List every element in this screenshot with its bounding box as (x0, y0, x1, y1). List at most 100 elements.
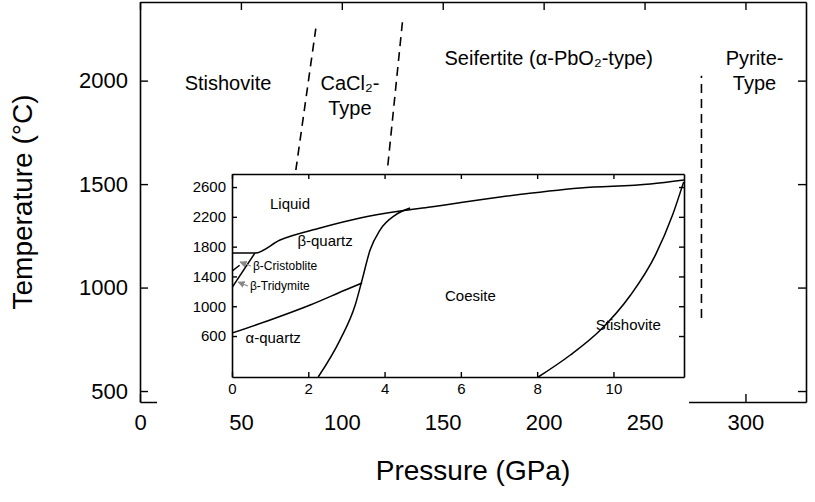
region-label: Stishovite (596, 316, 661, 333)
region-label-line: Type (733, 72, 776, 94)
tick-mark (745, 394, 746, 402)
region-label-line: β-Tridymite (250, 279, 310, 293)
tick (613, 174, 614, 179)
annotations: StishoviteCaCl₂-TypeSeifertite (α-PbO₂-t… (185, 47, 784, 119)
x-axis-top (141, 2, 807, 10)
tick (679, 336, 684, 337)
tick-label: 10 (606, 380, 623, 397)
region-label: Stishovite (185, 72, 272, 94)
region-label: β-quartz (297, 232, 352, 249)
tick (679, 187, 684, 188)
tick (461, 174, 462, 179)
tick (140, 2, 141, 10)
tick: 1400 (193, 268, 237, 285)
region-label-line: Coesite (445, 287, 496, 304)
region-label: β-Cristoblite (253, 259, 318, 273)
tick-mark (232, 174, 233, 179)
tick (679, 247, 684, 248)
tick-mark (461, 174, 462, 179)
tick-mark (537, 174, 538, 179)
y-axis-right (679, 175, 685, 378)
tick-mark (613, 174, 614, 179)
chart-canvas: 050100150200250300500100015002000Pressur… (0, 0, 815, 502)
tick-mark (232, 217, 237, 218)
tick: 4 (381, 372, 389, 397)
tick-label: 600 (201, 327, 226, 344)
region-label: Liquid (270, 195, 310, 212)
tick (443, 2, 444, 10)
tick: 2200 (193, 208, 237, 225)
tick-mark (798, 184, 806, 185)
axis-line (233, 174, 685, 176)
series-group (232, 180, 684, 377)
region-label: β-Tridymite (250, 279, 310, 293)
region-label: α-quartz (246, 329, 301, 346)
axis-line (141, 2, 807, 4)
tick-mark (679, 217, 684, 218)
tick-mark (140, 2, 141, 10)
phase-boundary (232, 180, 684, 253)
tick-label: 50 (229, 410, 253, 435)
tick-label: 1000 (79, 275, 128, 300)
tick-label: 300 (728, 410, 765, 435)
tick (679, 306, 684, 307)
axes: 024681060010001400180022002600 (193, 174, 685, 397)
tick-mark (140, 80, 148, 81)
tick: 1800 (193, 238, 237, 255)
y-axis: 60010001400180022002600 (193, 175, 237, 378)
tick: 6 (457, 372, 465, 397)
tick-mark (543, 2, 544, 10)
y-axis: 500 1000 1500 2000 (79, 3, 148, 404)
phase-boundary (538, 182, 683, 377)
annotations: Liquid β-quartz β-Cristoblite β-Tridymite Co… (238, 195, 661, 346)
tick-label: 1800 (193, 238, 226, 255)
tick (679, 217, 684, 218)
tick: 1500 (79, 172, 148, 197)
tick-mark (232, 276, 237, 277)
tick-mark (537, 372, 538, 377)
tick-mark (679, 187, 684, 188)
tick-mark (232, 187, 237, 188)
tick-mark (140, 184, 148, 185)
tick-mark (798, 80, 806, 81)
region-label-line: Stishovite (185, 72, 272, 94)
tick-label: 100 (324, 410, 361, 435)
tick-label: 2 (305, 380, 313, 397)
tick-mark (232, 246, 237, 247)
region-label: Pyrite- Type (726, 47, 784, 94)
tick: 2 (305, 372, 313, 397)
tick (232, 174, 233, 179)
region-label-line: Seifertite (α-PbO₂-type) (445, 47, 653, 69)
tick-mark (140, 391, 148, 392)
tick-mark (443, 2, 444, 10)
tick-label: 0 (228, 380, 236, 397)
tick (798, 184, 806, 185)
inset-background (157, 170, 689, 407)
tick-mark (679, 246, 684, 247)
tick: 500 (91, 379, 148, 404)
x-axis-top (233, 174, 685, 179)
tick-mark (384, 372, 385, 377)
tick-label: 200 (526, 410, 563, 435)
tick-label: 500 (91, 379, 128, 404)
tick: 2600 (193, 178, 237, 195)
tick: 8 (533, 372, 541, 397)
region-label-line: Pyrite- (726, 47, 784, 69)
tick-label: 250 (627, 410, 664, 435)
tick (544, 2, 545, 10)
tick (342, 2, 343, 10)
tick-label: 2200 (193, 208, 226, 225)
axis-line (684, 175, 686, 378)
tick-mark (679, 306, 684, 307)
phase-boundary (701, 76, 703, 318)
tick (308, 174, 309, 179)
tick-mark (679, 336, 684, 337)
annotation-arrow (238, 282, 248, 286)
region-label-line: β-Cristoblite (253, 259, 318, 273)
annotation-arrow (240, 262, 251, 266)
tick-mark (140, 287, 148, 288)
region-label: Seifertite (α-PbO₂-type) (445, 47, 653, 69)
tick: 2000 (79, 68, 148, 93)
tick-label: 2000 (79, 68, 128, 93)
region-label-line: Stishovite (596, 316, 661, 333)
